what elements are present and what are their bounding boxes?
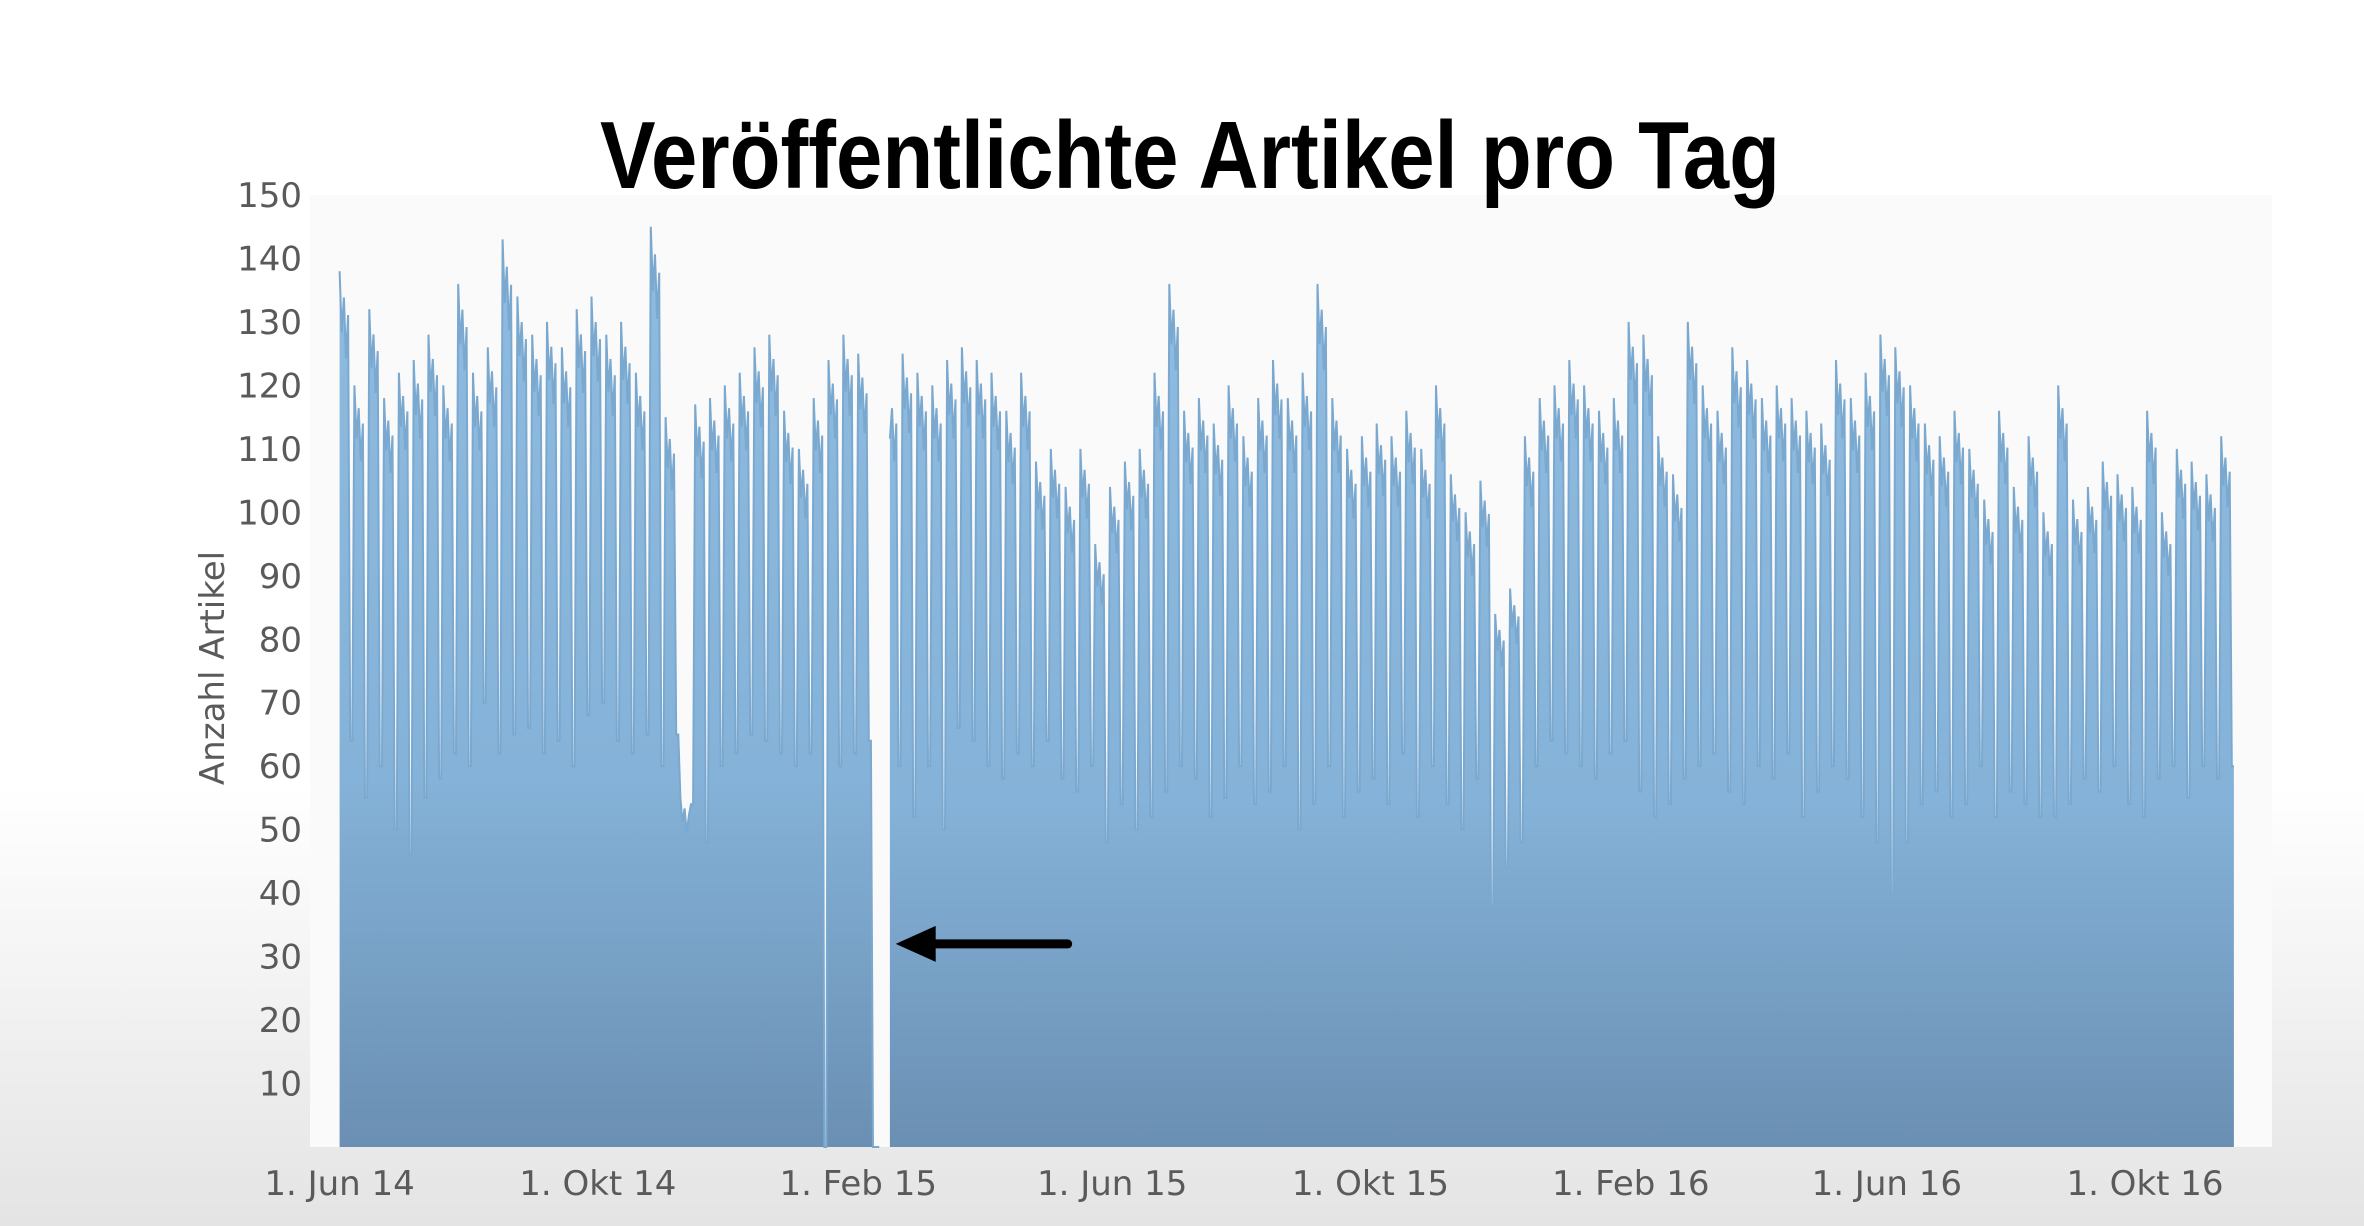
y-tick-label: 30: [259, 938, 302, 978]
y-tick-label: 140: [237, 240, 302, 280]
y-tick-label: 100: [237, 493, 302, 533]
x-tick-label: 1. Jun 15: [1037, 1164, 1187, 1204]
x-tick-label: 1. Okt 15: [1292, 1164, 1449, 1204]
chart-title: Veröffentlichte Artikel pro Tag: [600, 102, 1780, 209]
y-tick-label: 150: [237, 176, 302, 216]
x-axis: 1. Jun 14 1. Okt 14 1. Feb 15 1. Jun 15 1. O…: [264, 1164, 2223, 1204]
y-tick-label: 10: [259, 1065, 302, 1105]
x-tick-label: 1. Jun 16: [1812, 1164, 1962, 1204]
y-tick-label: 40: [259, 874, 302, 914]
y-tick-label: 110: [237, 430, 302, 470]
area-series: [338, 226, 2234, 1148]
arrow-head: [895, 925, 936, 962]
y-tick-label: 60: [259, 747, 302, 787]
y-tick-label: 80: [259, 620, 302, 660]
y-tick-label: 20: [259, 1001, 302, 1041]
area-line-segment-1: [338, 226, 880, 1148]
x-tick-label: 1. Feb 16: [1552, 1164, 1710, 1204]
y-tick-label: 90: [259, 557, 302, 597]
y-tick-label: 120: [237, 366, 302, 406]
y-axis-label: Anzahl Artikel: [193, 551, 233, 785]
x-tick-label: 1. Okt 14: [519, 1164, 676, 1204]
area-line-segment-2: [888, 283, 2234, 907]
x-tick-label: 1. Okt 16: [2066, 1164, 2223, 1204]
area-fill-segment-1: [339, 226, 880, 1147]
y-tick-label: 70: [259, 684, 302, 724]
y-tick-label: 130: [237, 303, 302, 343]
y-axis: 10 20 30 40 50 60 70 80 90 100 110 120 130 140 150: [237, 176, 302, 1105]
x-tick-label: 1. Jun 14: [264, 1164, 414, 1204]
area-fill-segment-2: [889, 283, 2234, 1147]
x-tick-label: 1. Feb 15: [779, 1164, 937, 1204]
y-tick-label: 50: [259, 811, 302, 851]
gap-annotation-arrow: [895, 925, 1073, 962]
